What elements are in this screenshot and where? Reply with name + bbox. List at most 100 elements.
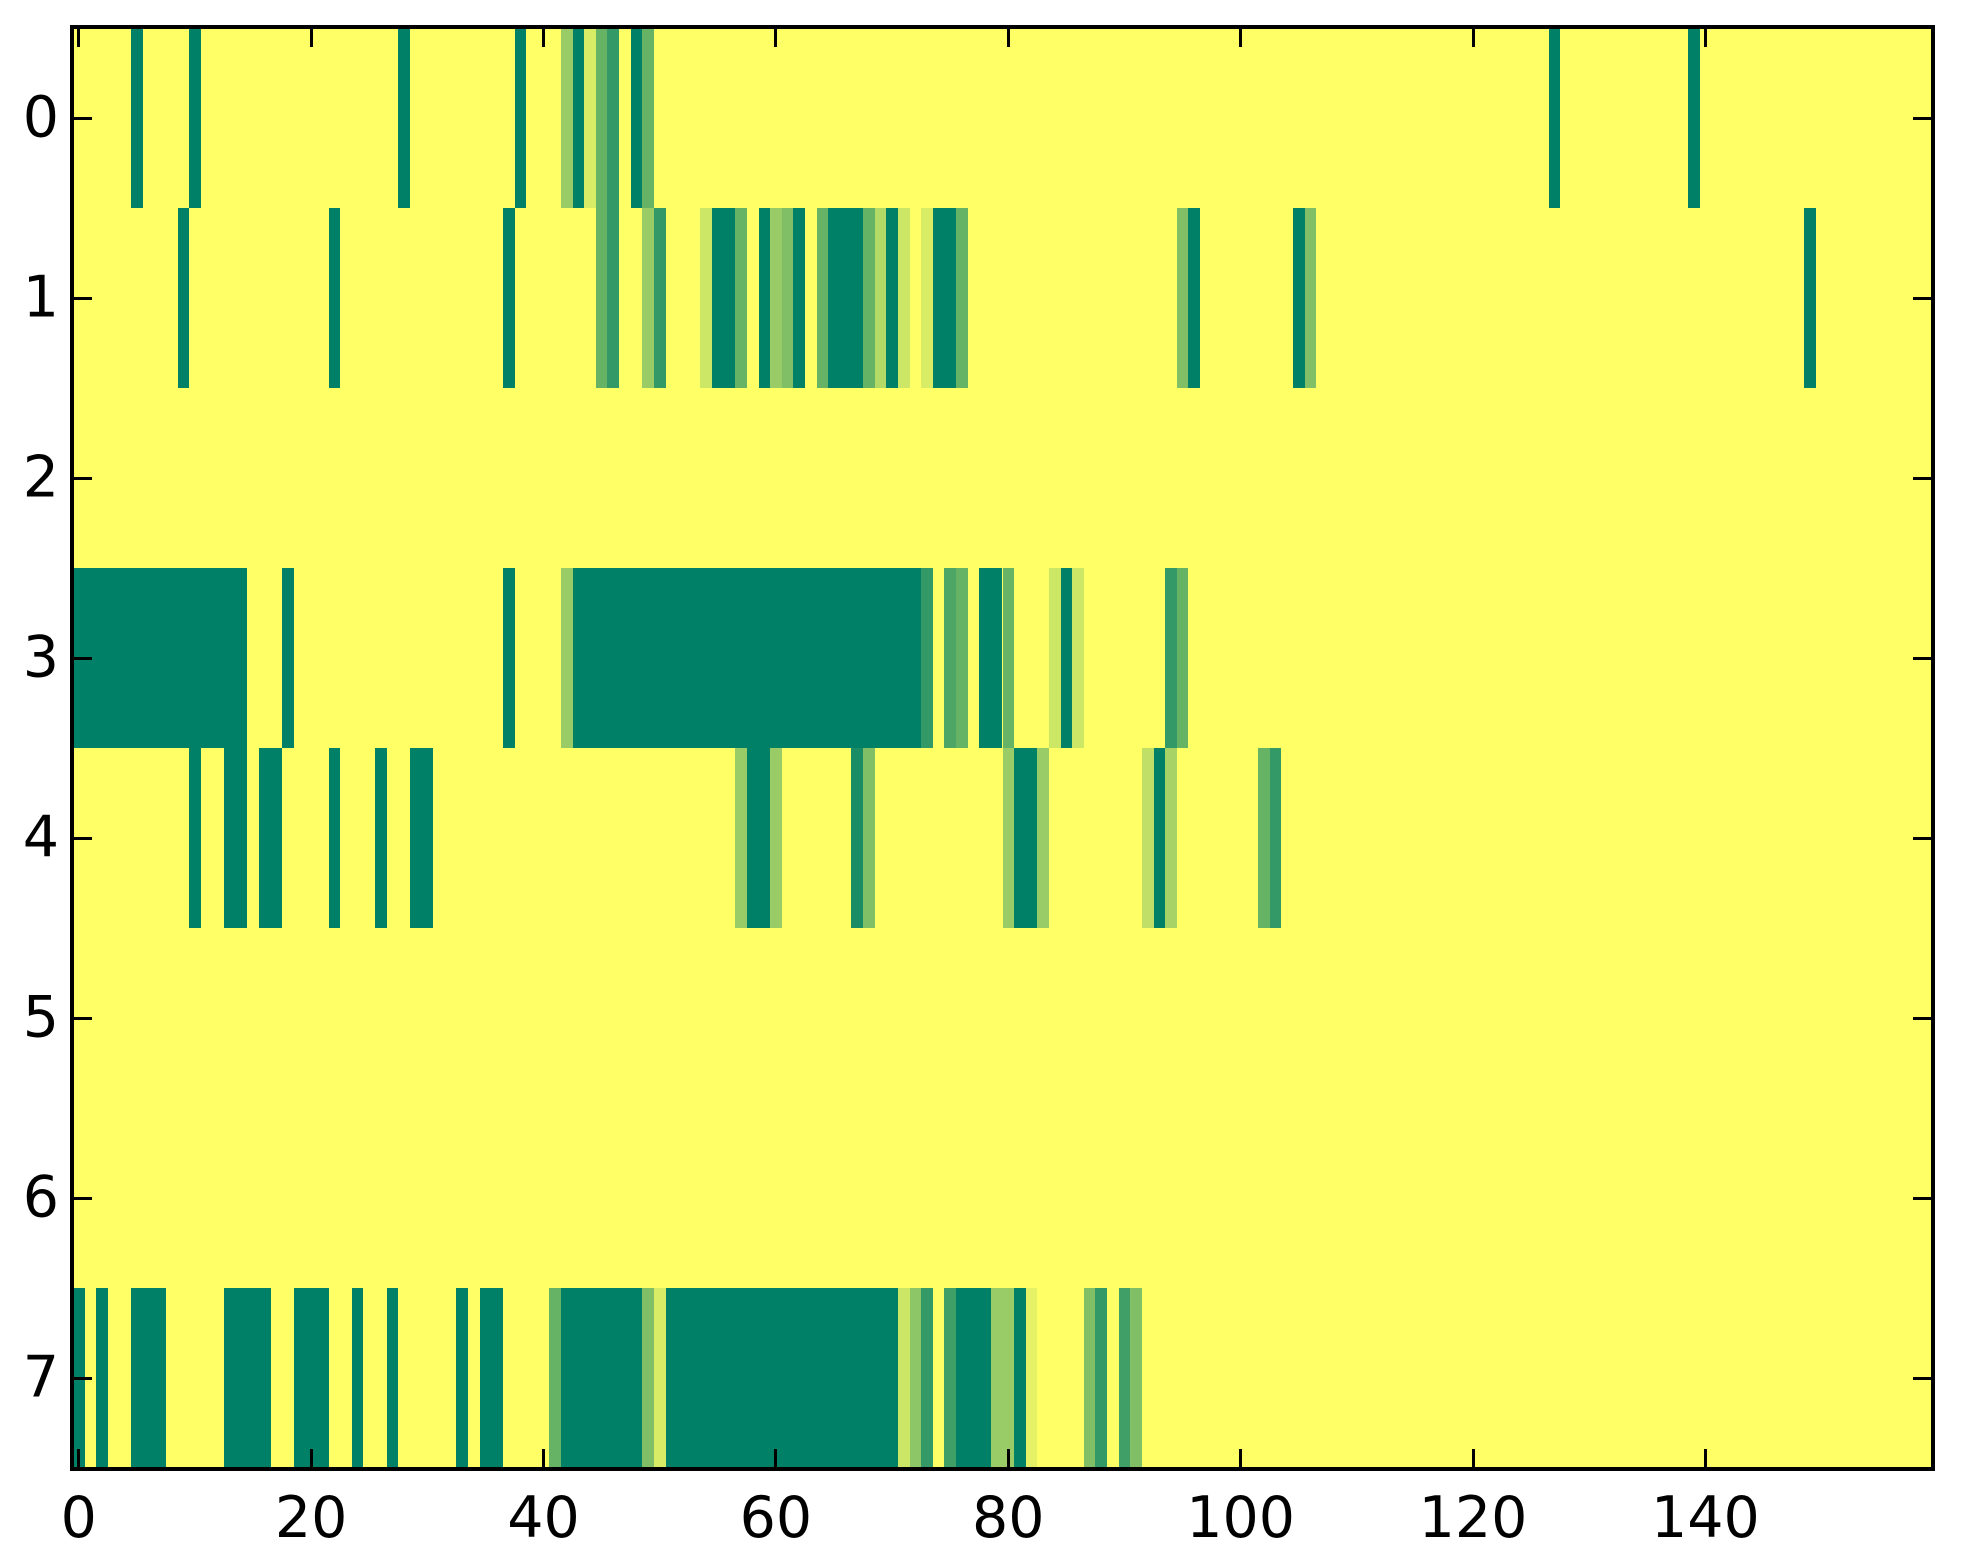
heatmap-cell-segment <box>386 1288 399 1468</box>
heatmap-cell-segment <box>1014 748 1038 928</box>
heatmap-cell-segment <box>1176 568 1189 748</box>
heatmap-cell-segment <box>758 208 771 388</box>
y-tick-right <box>1913 836 1932 840</box>
heatmap-cell-segment <box>897 208 910 388</box>
heatmap-cell-segment <box>746 748 771 928</box>
heatmap-cell-segment <box>456 1288 469 1468</box>
heatmap-cell-segment <box>828 208 864 388</box>
x-tick-top <box>1239 28 1243 47</box>
heatmap-cell-segment <box>584 28 596 208</box>
x-tick-top <box>309 28 313 47</box>
heatmap-cell-segment <box>630 28 643 208</box>
y-axis-tick-label: 6 <box>22 1164 59 1231</box>
heatmap-cell-segment <box>1141 748 1154 928</box>
heatmap-cell-segment <box>793 208 805 388</box>
y-tick-left <box>73 1016 92 1020</box>
y-tick-left <box>73 116 92 120</box>
heatmap-cell-segment <box>909 1288 922 1468</box>
heatmap-cell-segment <box>479 1288 503 1468</box>
heatmap-cell-segment <box>177 208 190 388</box>
x-tick-bottom <box>1703 1449 1707 1468</box>
heatmap-cell-segment <box>1188 208 1200 388</box>
heatmap-cell-segment <box>375 748 387 928</box>
y-tick-left <box>73 296 92 300</box>
heatmap-cell-segment <box>1269 748 1282 928</box>
heatmap-cell-segment <box>897 1288 910 1468</box>
heatmap-cell-segment <box>735 208 747 388</box>
heatmap-cell-segment <box>1025 1288 1038 1468</box>
heatmap-cell-segment <box>816 208 829 388</box>
heatmap-cell-segment <box>1014 1288 1026 1468</box>
y-axis-tick-label: 5 <box>22 984 59 1051</box>
heatmap-cell-segment <box>1804 208 1816 388</box>
heatmap-cell-segment <box>258 748 283 928</box>
x-tick-bottom <box>774 1449 778 1468</box>
heatmap-cell-segment <box>1048 568 1061 748</box>
y-tick-right <box>1913 1376 1932 1380</box>
heatmap-cell-segment <box>886 208 898 388</box>
heatmap-cell-segment <box>549 1288 561 1468</box>
x-axis-tick-label: 20 <box>274 1485 348 1551</box>
x-tick-bottom <box>1239 1449 1243 1468</box>
heatmap-cell-segment <box>1002 748 1015 928</box>
heatmap-cell-segment <box>921 208 933 388</box>
heatmap-cell-segment <box>642 208 654 388</box>
heatmap-cell-segment <box>607 28 620 208</box>
heatmap-cell-segment <box>990 1288 1015 1468</box>
heatmap-cell-segment <box>1548 28 1561 208</box>
y-tick-left <box>73 1376 92 1380</box>
y-tick-right <box>1913 476 1932 480</box>
heatmap-cell-segment <box>1176 208 1189 388</box>
x-axis-tick-label: 60 <box>739 1485 813 1551</box>
heatmap-cell-segment <box>665 1288 898 1468</box>
heatmap-cell-segment <box>863 208 875 388</box>
y-tick-left <box>73 656 92 660</box>
x-tick-top <box>1703 28 1707 47</box>
heatmap-cell-segment <box>851 748 864 928</box>
heatmap-cell-segment <box>1083 1288 1096 1468</box>
heatmap-cell-segment <box>700 208 713 388</box>
heatmap-cell-segment <box>1258 748 1270 928</box>
heatmap-cell-segment <box>712 208 736 388</box>
x-tick-top <box>774 28 778 47</box>
y-axis-tick-label: 2 <box>22 444 59 511</box>
heatmap-cell-segment <box>282 568 294 748</box>
heatmap-cell-segment <box>73 568 248 748</box>
heatmap-cell-segment <box>514 28 527 208</box>
y-axis-tick-label: 1 <box>22 264 59 331</box>
heatmap-cell-segment <box>595 28 608 208</box>
heatmap-cell-segment <box>560 568 573 748</box>
x-axis-tick-label: 0 <box>60 1485 97 1551</box>
heatmap-cell-segment <box>502 208 515 388</box>
y-tick-left <box>73 476 92 480</box>
heatmap-cell-segment <box>572 568 922 748</box>
heatmap-cell-segment <box>932 208 957 388</box>
heatmap-cell-segment <box>224 748 248 928</box>
heatmap-cell-segment <box>1688 28 1700 208</box>
heatmap-cell-segment <box>1165 748 1177 928</box>
heatmap-cell-segment <box>224 1288 271 1468</box>
x-tick-top <box>542 28 546 47</box>
y-tick-right <box>1913 296 1932 300</box>
heatmap-cell-segment <box>653 208 666 388</box>
heatmap-cell-segment <box>560 1288 643 1468</box>
y-tick-right <box>1913 1196 1932 1200</box>
heatmap-cell-segment <box>131 1288 166 1468</box>
heatmap-cell-segment <box>770 208 782 388</box>
y-axis-tick-label: 3 <box>22 624 59 691</box>
x-tick-bottom <box>1471 1449 1475 1468</box>
x-axis-tick-label: 120 <box>1418 1485 1528 1551</box>
heatmap-cell-segment <box>653 1288 666 1468</box>
heatmap-cell-segment <box>781 208 794 388</box>
x-axis-tick-label: 40 <box>507 1485 580 1551</box>
heatmap-cell-segment <box>770 748 782 928</box>
heatmap-cell-segment <box>921 1288 933 1468</box>
heatmap-cell-segment <box>944 1288 957 1468</box>
heatmap-cell-segment <box>642 1288 654 1468</box>
heatmap-cell-segment <box>1130 1288 1142 1468</box>
heatmap-cell-segment <box>1304 208 1317 388</box>
heatmap-cell-segment <box>1095 1288 1108 1468</box>
heatmap-cell-segment <box>595 208 608 388</box>
heatmap-cell-segment <box>293 1288 329 1468</box>
